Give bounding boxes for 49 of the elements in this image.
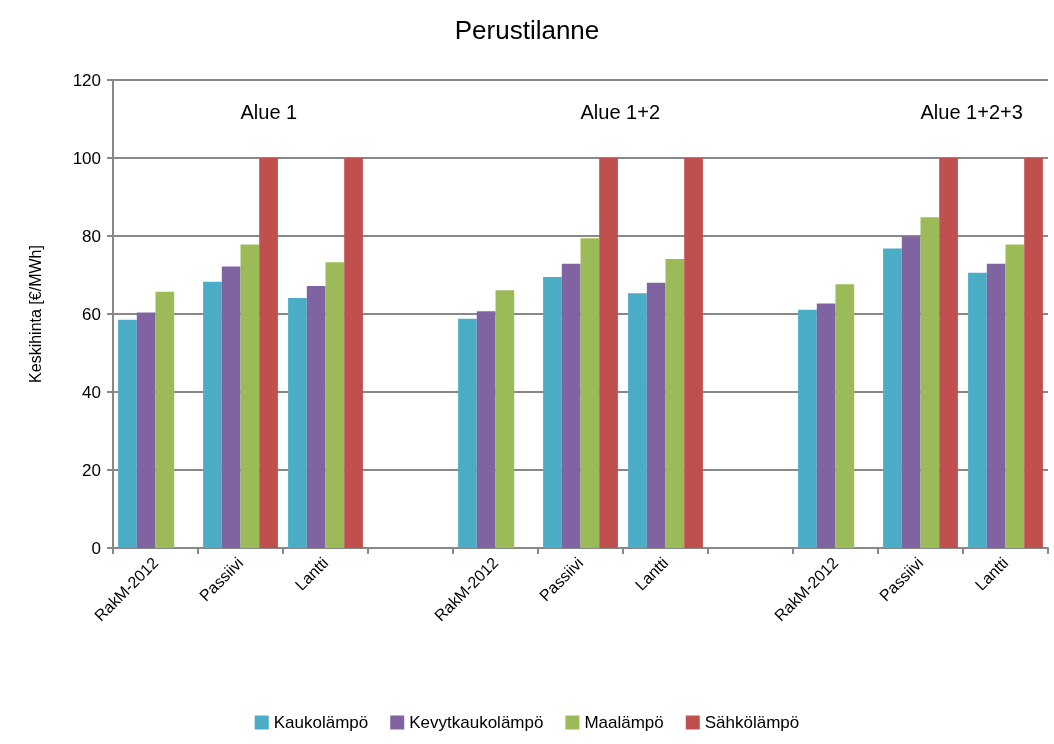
bar [1005,244,1025,548]
y-tick-label: 100 [72,148,101,168]
y-tick-label: 20 [82,460,101,480]
legend-label: Kevytkaukolämpö [409,713,544,732]
y-tick-label: 80 [82,226,101,246]
bar [665,259,685,548]
y-tick-label: 0 [91,538,101,558]
bar [495,290,515,548]
bar [136,312,156,548]
bar [628,293,647,548]
y-tick-label: 40 [82,382,101,402]
bar [240,244,260,548]
bar [646,282,666,548]
bar [580,238,600,548]
bar [259,158,278,548]
legend-label: Sähkölämpö [704,713,800,732]
bar [118,319,137,548]
y-axis-title: Keskihinta [€/MWh] [26,245,44,383]
bar [288,298,307,548]
bar [344,158,363,548]
legend-label: Maalämpö [584,713,664,732]
bar [476,311,496,548]
bar [325,262,345,548]
bar [816,303,836,548]
bar [920,217,940,548]
bar [203,281,222,548]
bar [221,266,241,548]
annotation: Alue 1+2+3 [920,101,1023,123]
annotation: Alue 1+2 [580,101,661,123]
bar [798,309,817,548]
bar [306,285,326,548]
y-tick-label: 120 [72,70,101,90]
bar [939,158,958,548]
y-tick-label: 60 [82,304,101,324]
bar [543,276,562,548]
bar [599,158,618,548]
annotation: Alue 1 [240,101,298,123]
bar [1024,158,1043,548]
bar [458,318,477,548]
chart-title: Perustilanne [454,15,600,45]
bar [835,284,855,548]
bar [155,291,175,548]
bar [883,248,902,548]
bar [561,263,581,548]
bar [986,263,1006,548]
bar [684,158,703,548]
bar [968,272,987,548]
bar [901,236,921,548]
legend-label: Kaukolämpö [273,713,369,732]
